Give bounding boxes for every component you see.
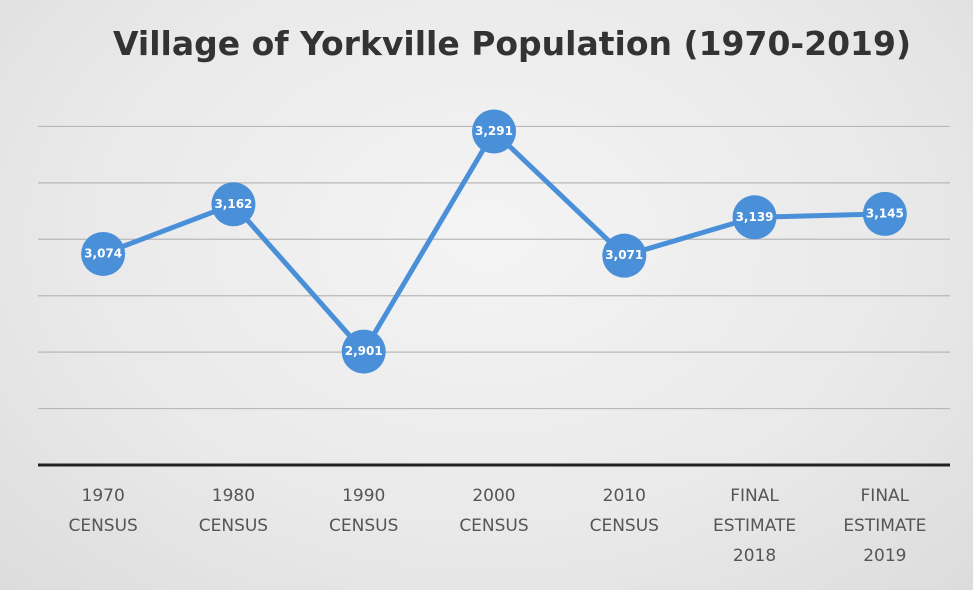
line <box>102 129 885 355</box>
data-label: 3,074 <box>84 246 122 260</box>
marker <box>602 233 647 278</box>
data-label: 3,145 <box>866 206 904 220</box>
data-label: 3,139 <box>736 210 774 224</box>
marker <box>211 182 256 227</box>
x-tick-label: FINAL ESTIMATE 2019 <box>843 486 927 566</box>
data-label: 3,071 <box>605 248 643 262</box>
x-tick-label: FINAL ESTIMATE 2018 <box>713 486 797 566</box>
marker <box>732 195 777 240</box>
x-tick-label: 1980 CENSUS <box>198 486 269 536</box>
marker <box>341 329 386 374</box>
marker <box>472 109 516 154</box>
data-label: 3,162 <box>214 197 252 211</box>
x-tick-label: 1970 CENSUS <box>68 486 138 536</box>
marker <box>81 231 126 276</box>
data-label: 3,291 <box>475 124 513 138</box>
data-label: 2,901 <box>345 344 383 358</box>
x-tick-label: 2010 CENSUS <box>589 486 659 536</box>
chart-title: Village of Yorkville Population (1970-20… <box>113 24 911 63</box>
x-tick-label: 1990 CENSUS <box>329 486 399 536</box>
marker <box>862 191 907 236</box>
x-tick-label: 2000 CENSUS <box>459 486 529 536</box>
